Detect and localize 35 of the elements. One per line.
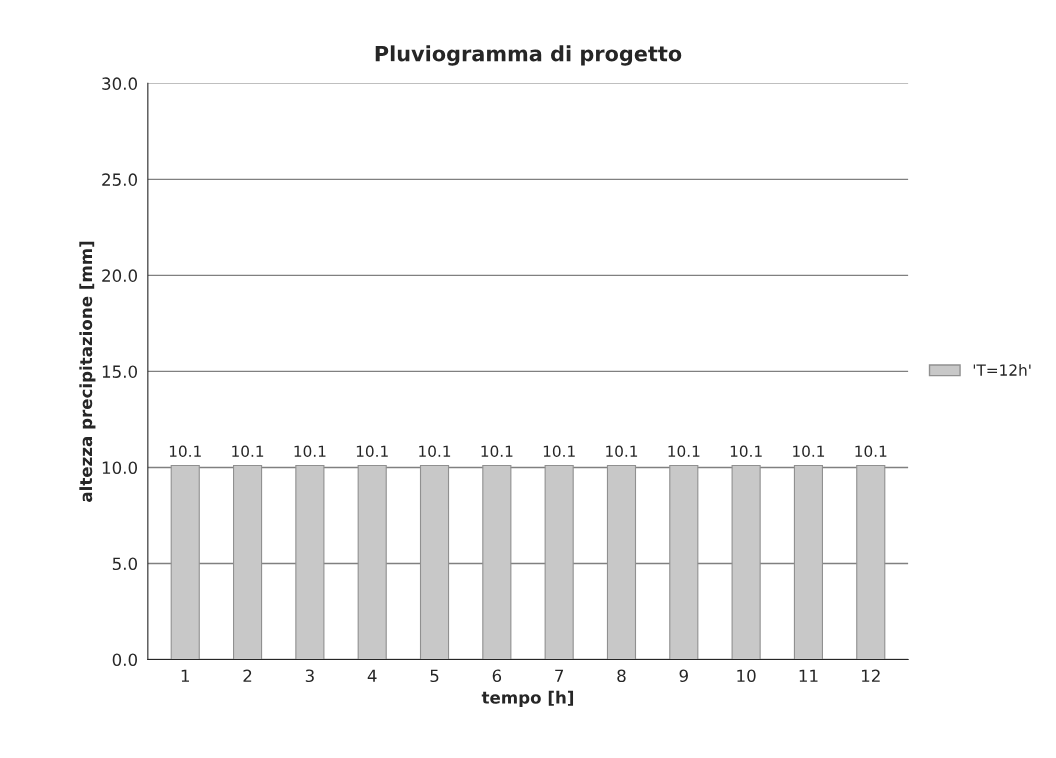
data-label: 10.1 xyxy=(855,445,887,457)
data-label: 10.1 xyxy=(169,445,201,457)
data-label: 10.1 xyxy=(730,445,762,457)
data-label: 10.1 xyxy=(481,445,513,457)
data-label: 10.1 xyxy=(419,445,451,457)
x-tick-label: 6 xyxy=(492,669,502,683)
data-label: 10.1 xyxy=(793,445,825,457)
legend-label: 'T=12h' xyxy=(973,364,1031,376)
y-tick-label: 5.0 xyxy=(112,557,138,571)
x-tick-label: 2 xyxy=(243,669,252,682)
y-tick-label: 0.0 xyxy=(112,653,138,667)
data-label: 10.1 xyxy=(232,445,264,457)
x-tick-label: 10 xyxy=(737,669,756,683)
x-tick-label: 11 xyxy=(799,669,818,682)
data-label: 10.1 xyxy=(356,445,388,457)
x-tick-label: 4 xyxy=(367,669,377,682)
y-axis-title: altezza precipitazione [mm] xyxy=(79,241,96,502)
data-label: 10.1 xyxy=(543,445,575,457)
x-tick-label: 1 xyxy=(181,669,189,682)
x-axis-title: tempo [h] xyxy=(481,690,574,707)
y-tick-label: 10.0 xyxy=(102,461,138,474)
data-label: 10.1 xyxy=(606,445,638,457)
x-tick-label: 5 xyxy=(430,669,439,683)
y-tick-label: 15.0 xyxy=(102,365,138,378)
y-tick-label: 20.0 xyxy=(102,269,138,282)
chart-title: Pluviogramma di progetto xyxy=(375,45,682,66)
y-tick-label: 30.0 xyxy=(102,77,138,90)
data-label: 10.1 xyxy=(294,445,326,457)
x-tick-label: 3 xyxy=(305,669,314,683)
x-tick-label: 8 xyxy=(617,669,626,683)
x-tick-label: 9 xyxy=(679,669,688,683)
y-tick-label: 25.0 xyxy=(102,173,138,186)
data-label: 10.1 xyxy=(668,445,700,457)
x-tick-label: 12 xyxy=(861,669,880,682)
x-tick-label: 7 xyxy=(555,669,564,682)
